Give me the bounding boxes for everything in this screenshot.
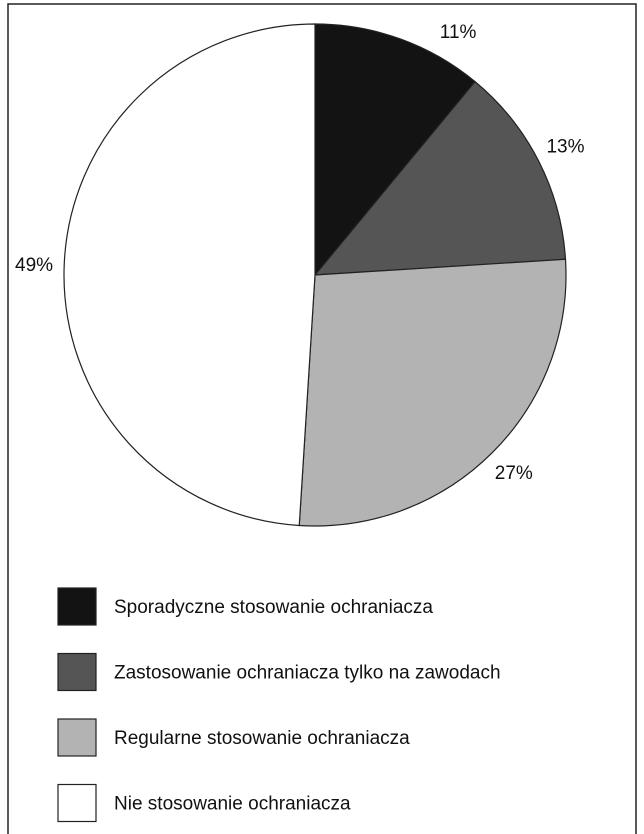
pie-slice [63,23,316,527]
pie-slice [314,23,476,277]
legend-swatch [57,652,97,692]
value-label: 27% [495,463,533,484]
frame [7,3,637,834]
legend-label: Sporadyczne stosowanie ochraniacza [114,597,433,618]
value-label: 49% [15,255,53,276]
pie-slice [313,80,567,276]
legend-label: Regularne stosowanie ochraniacza [114,728,410,749]
pie-slice [298,258,567,527]
value-label: 13% [546,136,584,157]
legend-label: Nie stosowanie ochraniacza [114,794,351,815]
legend-swatch [57,587,97,626]
legend-swatch [57,718,97,757]
legend-label: Zastosowanie ochraniacza tylko na zawoda… [114,663,501,684]
legend-swatch [57,783,97,823]
value-label: 11% [440,22,477,43]
